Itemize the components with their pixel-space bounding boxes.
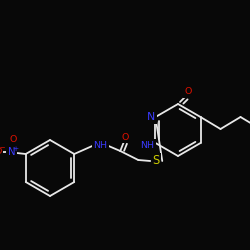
Text: −: − <box>0 145 4 151</box>
Text: O: O <box>122 132 129 141</box>
Text: O: O <box>0 148 2 156</box>
Text: NH: NH <box>93 140 107 149</box>
Text: O: O <box>9 134 16 143</box>
Text: N: N <box>8 147 16 157</box>
Text: NH: NH <box>140 140 154 149</box>
Text: O: O <box>184 88 192 96</box>
Text: N: N <box>147 112 156 122</box>
Text: +: + <box>13 146 19 152</box>
Text: S: S <box>152 154 160 168</box>
